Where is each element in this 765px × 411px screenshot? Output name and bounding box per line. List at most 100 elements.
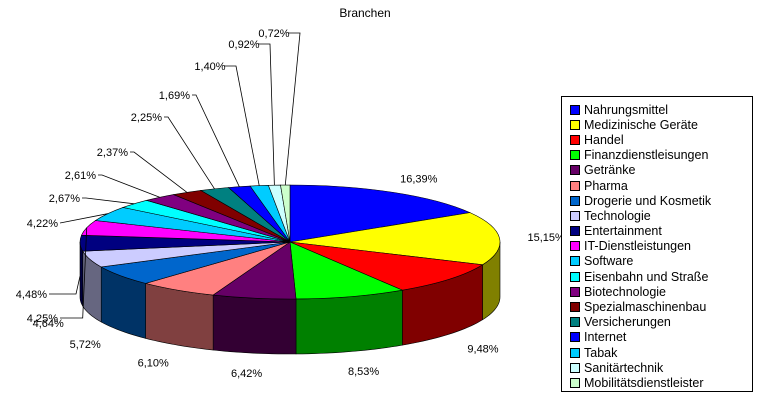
data-label-11: 2,67% xyxy=(49,193,80,205)
leader-line-9 xyxy=(60,227,88,319)
data-label-0: 16,39% xyxy=(400,174,438,186)
legend-label: Internet xyxy=(584,330,627,345)
legend-item: Sanitärtechnik xyxy=(562,360,752,375)
leader-line-8 xyxy=(49,276,81,295)
legend-swatch xyxy=(570,104,580,115)
legend-swatch xyxy=(570,119,580,130)
legend-label: Handel xyxy=(584,132,624,147)
legend-item: Nahrungsmittel xyxy=(562,102,752,117)
legend-item: Eisenbahn und Straße xyxy=(562,269,752,284)
data-label-8: 4,48% xyxy=(16,289,47,301)
slice-side-8 xyxy=(79,241,84,307)
legend-swatch xyxy=(570,271,580,282)
legend-label: Biotechnologie xyxy=(584,284,667,299)
legend-item: Entertainment xyxy=(562,224,752,239)
legend-label: Finanzdienstleisungen xyxy=(584,148,709,163)
legend-swatch xyxy=(570,226,580,237)
legend-label: Pharma xyxy=(584,178,628,193)
legend-item: Pharma xyxy=(562,178,752,193)
slice-1 xyxy=(289,212,501,266)
leader-line-17 xyxy=(258,43,275,186)
legend-swatch xyxy=(570,317,580,328)
legend-label: Medizinische Geräte xyxy=(584,117,698,132)
leader-line-14 xyxy=(164,116,215,190)
data-label-9: 4,25% xyxy=(27,313,58,325)
legend-label: Technologie xyxy=(584,208,651,223)
legend-swatch xyxy=(570,195,580,206)
slice-side-4 xyxy=(212,294,297,355)
data-label-13: 2,37% xyxy=(97,147,128,159)
legend-swatch xyxy=(570,150,580,161)
legend-swatch xyxy=(570,302,580,313)
pie-tops xyxy=(79,184,501,300)
legend-swatch xyxy=(570,256,580,267)
data-label-15: 1,69% xyxy=(159,90,190,102)
legend: Nahrungsmittel Medizinische Geräte Handel F… xyxy=(561,96,753,392)
leader-line-16 xyxy=(224,65,260,186)
data-label-6: 5,72% xyxy=(70,339,101,351)
leader-line-11 xyxy=(82,197,135,205)
leader-line-13 xyxy=(130,151,188,193)
legend-label: Eisenbahn und Straße xyxy=(584,269,709,284)
legend-item: Spezialmaschinenbau xyxy=(562,299,752,314)
legend-label: Tabak xyxy=(584,345,618,360)
chart-title: Branchen xyxy=(339,6,391,20)
data-label-16: 1,40% xyxy=(194,61,225,73)
slice-18 xyxy=(280,184,291,243)
legend-item: IT-Dienstleistungen xyxy=(562,239,752,254)
legend-label: Sanitärtechnik xyxy=(584,360,664,375)
data-label-5: 6,10% xyxy=(138,358,169,370)
legend-label: Nahrungsmittel xyxy=(584,102,669,117)
legend-label: Spezialmaschinenbau xyxy=(584,300,707,315)
legend-swatch xyxy=(570,286,580,297)
legend-swatch xyxy=(570,362,580,373)
legend-swatch xyxy=(570,180,580,191)
legend-item: Tabak xyxy=(562,345,752,360)
legend-item: Internet xyxy=(562,330,752,345)
data-label-18: 0,72% xyxy=(258,28,289,40)
legend-label: Versicherungen xyxy=(584,315,671,330)
legend-item: Drogerie und Kosmetik xyxy=(562,193,752,208)
data-label-14: 2,25% xyxy=(131,112,162,124)
data-label-4: 6,42% xyxy=(231,368,262,380)
leader-line-12 xyxy=(98,174,160,198)
legend-item: Versicherungen xyxy=(562,315,752,330)
leader-line-15 xyxy=(192,94,240,187)
legend-swatch xyxy=(570,134,580,145)
legend-swatch xyxy=(570,165,580,176)
legend-item: Getränke xyxy=(562,163,752,178)
legend-label: Drogerie und Kosmetik xyxy=(584,193,712,208)
legend-item: Biotechnologie xyxy=(562,284,752,299)
legend-swatch xyxy=(570,241,580,252)
legend-swatch xyxy=(570,332,580,343)
data-label-2: 9,48% xyxy=(467,344,498,356)
pie-sides xyxy=(79,241,501,355)
data-label-17: 0,92% xyxy=(228,39,259,51)
slice-0 xyxy=(289,184,472,243)
data-labels: 16,39% 15,15% 9,48% 8,53% 6,42% 6,10% 5,72% 4,6… xyxy=(16,28,565,380)
slice-2 xyxy=(289,241,484,291)
legend-label: IT-Dienstleistungen xyxy=(584,239,692,254)
data-label-1: 15,15% xyxy=(528,232,566,244)
data-label-7: 4,64% xyxy=(33,318,64,330)
legend-label: Getränke xyxy=(584,163,636,178)
legend-swatch xyxy=(570,377,580,388)
legend-item: Medizinische Geräte xyxy=(562,117,752,132)
legend-item: Finanzdienstleisungen xyxy=(562,148,752,163)
legend-label: Software xyxy=(584,254,634,269)
slice-side-3 xyxy=(295,289,403,355)
data-label-3: 8,53% xyxy=(348,366,379,378)
legend-item: Technologie xyxy=(562,208,752,223)
legend-item: Handel xyxy=(562,132,752,147)
leader-line-18 xyxy=(284,32,301,186)
leader-line-10 xyxy=(59,213,108,224)
data-label-12: 2,61% xyxy=(65,170,96,182)
data-label-10: 4,22% xyxy=(27,218,58,230)
legend-label: Entertainment xyxy=(584,224,662,239)
slice-3 xyxy=(289,241,404,300)
leader-lines xyxy=(49,32,301,319)
legend-item: Mobilitätsdienstleister xyxy=(562,375,752,390)
legend-swatch xyxy=(570,347,580,358)
legend-swatch xyxy=(570,210,580,221)
